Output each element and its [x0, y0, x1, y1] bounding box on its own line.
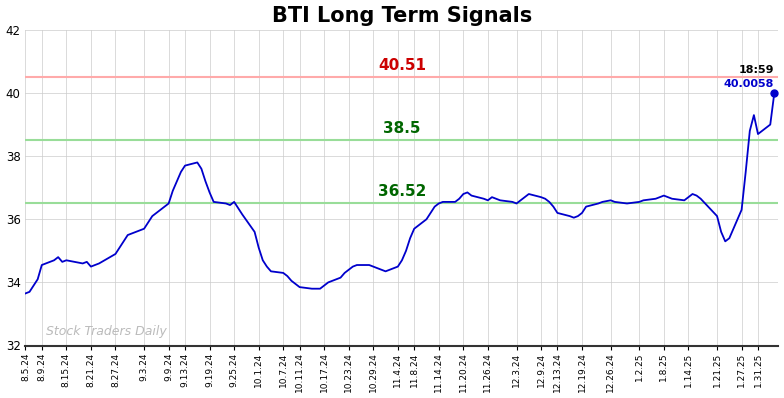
Text: 38.5: 38.5 [383, 121, 421, 137]
Text: Stock Traders Daily: Stock Traders Daily [46, 325, 167, 338]
Title: BTI Long Term Signals: BTI Long Term Signals [272, 6, 532, 25]
Text: 40.51: 40.51 [378, 58, 426, 73]
Text: 18:59: 18:59 [739, 65, 775, 75]
Text: 40.0058: 40.0058 [724, 79, 775, 89]
Text: 36.52: 36.52 [378, 184, 426, 199]
